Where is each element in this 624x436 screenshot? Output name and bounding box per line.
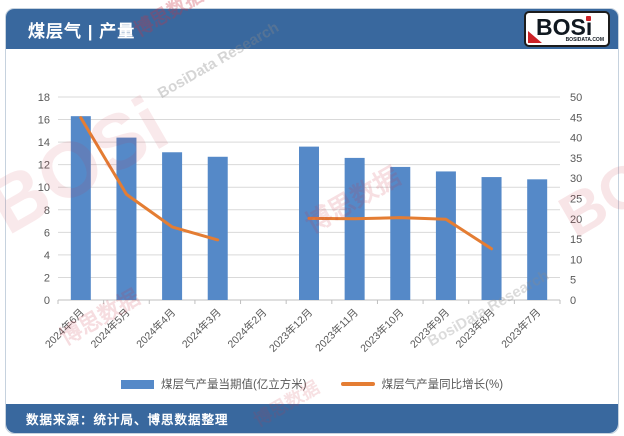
y-axis-right-label: 0 [570,295,576,307]
bar [435,171,456,300]
y-axis-right-label: 15 [570,234,582,246]
x-axis-label: 2023年10月 [358,306,407,355]
y-axis-right-label: 40 [570,133,582,145]
y-axis-right-label: 45 [570,112,582,124]
y-axis-right-label: 35 [570,153,582,165]
y-axis-left-label: 14 [38,137,50,149]
logo-i-red-dot: i [585,14,593,40]
x-axis-label: 2023年11月 [312,306,360,354]
y-axis-right-label: 5 [570,275,576,287]
y-axis-left-label: 8 [44,205,50,217]
logo-red-triangle-icon [528,31,542,43]
logo-brand-text: BOSi [536,14,593,40]
line-series-label: 煤层气产量同比增长(%) [381,379,504,391]
bar [527,179,548,300]
bar-series-swatch-icon [120,379,154,389]
x-axis-label: 2023年7月 [499,306,544,351]
y-axis-left-label: 18 [38,92,50,104]
bar [207,156,228,300]
y-axis-left-label: 16 [38,115,50,127]
data-source-text: 数据来源：统计局、博思数据整理 [26,413,229,427]
y-axis-right-label: 25 [570,194,582,206]
y-axis-left-label: 2 [44,272,50,284]
bar [70,116,91,300]
bar [390,166,411,300]
x-axis-label: 2023年9月 [407,306,452,351]
page-title: 煤层气 | 产量 [28,21,136,41]
y-axis-left-label: 12 [38,160,50,172]
header-bar: 煤层气 | 产量 [6,9,618,49]
x-axis-label: 2024年2月 [225,306,270,351]
x-axis-label: 2024年3月 [179,306,224,351]
bar [116,137,137,300]
y-axis-left-label: 4 [44,250,50,262]
footer-bar: 数据来源：统计局、博思数据整理 [6,404,618,433]
x-axis-label: 2023年12月 [266,306,315,355]
chart-legend: 煤层气产量当期值(亿立方米) 煤层气产量同比增长(%) [6,372,618,396]
chart-card: 煤层气 | 产量 BOSi BOSIDATA.COM 0 2 4 6 8 10 12 14 16… [5,8,619,434]
legend-item-line-series: 煤层气产量同比增长(%) [340,376,504,392]
x-axis-label: 2024年6月 [42,306,87,351]
line-series-swatch-icon [340,382,375,386]
bar [299,146,319,300]
bosidata-logo[interactable]: BOSi BOSIDATA.COM [524,11,610,47]
bar-series-label: 煤层气产量当期值(亿立方米) [160,379,307,391]
y-axis-right-label: 50 [570,92,582,104]
y-axis-left-label: 0 [44,295,50,307]
bar [344,157,365,300]
x-axis-label: 2024年5月 [88,306,133,351]
legend-item-bar-series: 煤层气产量当期值(亿立方米) [120,376,307,392]
y-axis-right-label: 20 [570,214,582,226]
logo-domain-text: BOSIDATA.COM [565,37,604,43]
y-axis-right-label: 30 [570,173,582,185]
bar [481,177,502,300]
combo-chart-canvas: 0 2 4 6 8 10 12 14 16 18 0 5 10 15 20 25 30 35 40 45 50 2024年… [38,92,583,355]
y-axis-left-label: 6 [44,227,50,239]
y-axis-right-label: 10 [570,254,582,266]
x-axis-label: 2023年8月 [453,306,498,351]
x-axis-label: 2024年4月 [134,306,179,351]
line-series [79,116,493,251]
y-axis-left-label: 10 [38,182,50,194]
